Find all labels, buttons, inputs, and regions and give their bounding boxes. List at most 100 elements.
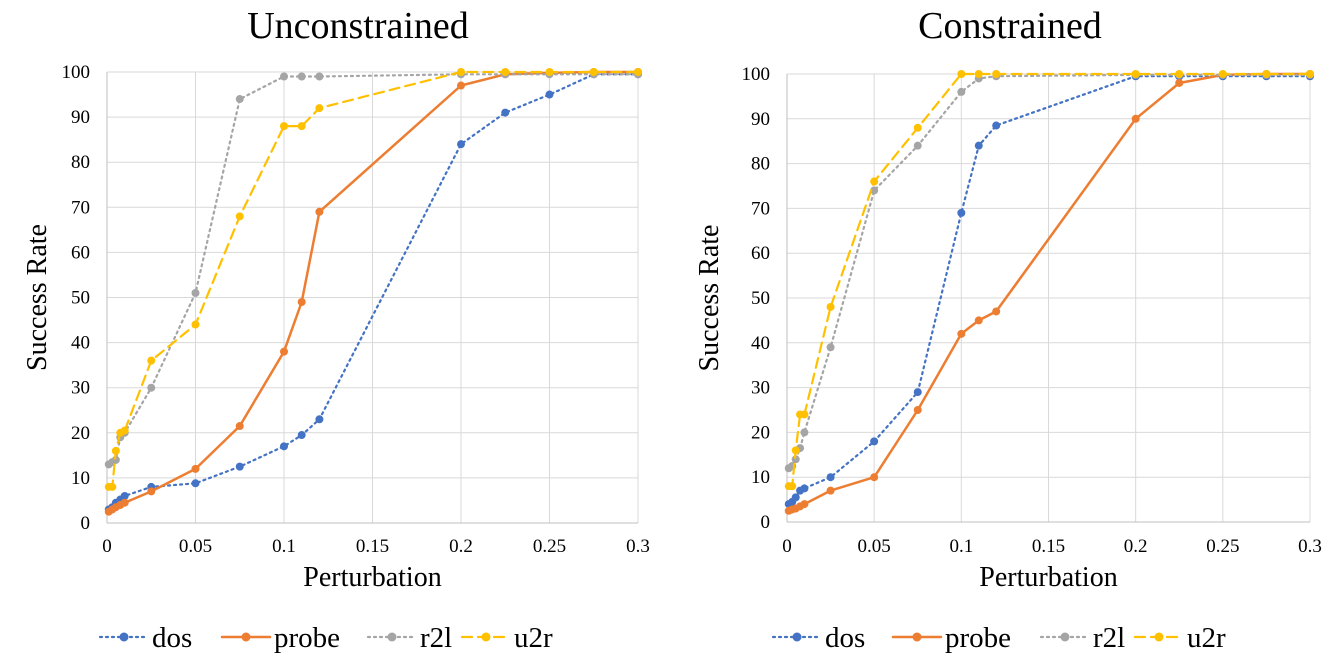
data-point-u2r [791, 446, 800, 455]
chart-2: 0 10 20 30 40 50 60 70 80 90 100 0 0.05 0.1 0.15 0.2 0.2… [694, 5, 1322, 654]
chart-title: Constrained [918, 5, 1102, 47]
series-line-r2l [787, 73, 1312, 470]
legend-label-r2l: r2l [420, 622, 452, 654]
legend-label-r2l: r2l [1093, 622, 1125, 654]
data-point-dos [992, 121, 1001, 130]
series-line-probe [107, 70, 640, 513]
x-tick-label: 0.05 [858, 536, 891, 557]
x-axis-label: Perturbation [979, 562, 1117, 593]
data-point-probe [800, 500, 809, 509]
data-point-u2r [589, 68, 598, 76]
y-tick-label: 70 [71, 197, 90, 218]
y-tick-label: 50 [751, 288, 770, 309]
series-line-dos [787, 75, 1312, 506]
data-point-r2l [791, 455, 800, 464]
data-point-r2l [870, 186, 879, 195]
legend: dos probe r2l u2r [98, 622, 553, 654]
y-axis-label: Success Rate [694, 225, 725, 372]
series-line-r2l [107, 73, 640, 466]
data-point-u2r [1175, 70, 1184, 78]
data-point-dos [457, 140, 465, 149]
data-point-u2r [1218, 70, 1227, 78]
y-tick-label: 10 [751, 467, 770, 488]
data-point-probe [974, 316, 983, 325]
data-point-dos [826, 473, 835, 482]
y-tick-label: 30 [71, 378, 90, 399]
data-point-r2l [111, 455, 120, 464]
y-tick-label: 80 [751, 154, 770, 175]
data-point-probe [957, 329, 966, 338]
y-tick-label: 30 [751, 378, 770, 399]
data-point-probe [1175, 78, 1184, 87]
data-point-u2r [545, 68, 554, 76]
data-point-u2r [826, 302, 835, 311]
data-point-r2l [280, 72, 288, 81]
data-point-u2r [457, 68, 465, 76]
series-probe [104, 68, 642, 516]
y-tick-label: 60 [71, 242, 90, 263]
data-point-u2r [235, 212, 244, 221]
series-r2l [784, 70, 1314, 473]
data-point-u2r [501, 68, 510, 76]
data-point-r2l [800, 428, 809, 437]
data-point-dos [501, 108, 510, 117]
x-tick-label: 0.25 [1206, 536, 1239, 557]
x-tick-label: 0.25 [533, 536, 566, 557]
data-point-u2r [120, 426, 129, 435]
data-point-dos [297, 431, 306, 440]
data-point-u2r [108, 482, 117, 491]
legend-marker-probe [912, 632, 922, 642]
data-point-u2r [957, 70, 966, 78]
data-point-r2l [315, 72, 324, 81]
data-point-dos [545, 90, 554, 99]
data-point-probe [147, 487, 156, 496]
data-point-u2r [297, 122, 306, 131]
y-tick-label: 0 [81, 513, 91, 534]
data-point-u2r [1262, 70, 1271, 78]
y-axis-label: Success Rate [22, 224, 53, 371]
data-point-probe [280, 347, 288, 356]
series-line-u2r [787, 72, 1312, 488]
data-point-probe [913, 406, 922, 414]
legend-label-probe: probe [274, 622, 340, 654]
data-point-u2r [634, 68, 642, 76]
data-point-u2r [1306, 70, 1314, 78]
data-point-r2l [297, 72, 306, 81]
data-point-dos [974, 141, 983, 150]
y-tick-label: 100 [742, 64, 771, 85]
y-tick-label: 40 [71, 333, 90, 354]
x-tick-label: 0.15 [1032, 536, 1065, 557]
x-tick-label: 0.2 [449, 536, 473, 557]
y-tick-label: 70 [751, 198, 770, 219]
y-tick-label: 80 [71, 152, 90, 173]
data-point-probe [315, 207, 324, 216]
data-point-dos [315, 415, 324, 424]
data-point-r2l [147, 383, 156, 392]
data-point-u2r [913, 123, 922, 132]
legend-marker-r2l [387, 632, 397, 642]
chart-title: Unconstrained [247, 5, 469, 47]
data-point-u2r [992, 70, 1001, 78]
legend-marker-dos [119, 632, 129, 642]
data-point-u2r [191, 320, 200, 329]
data-point-probe [1131, 114, 1140, 123]
y-tick-label: 60 [751, 243, 770, 264]
data-point-u2r [788, 482, 797, 491]
series-probe [784, 70, 1314, 515]
legend-marker-u2r [481, 632, 491, 642]
data-point-dos [791, 493, 800, 502]
data-point-u2r [280, 122, 288, 131]
chart-1: 0 10 20 30 40 50 60 70 80 90 100 0 0.05 0.1 0.15 0.2 0.2… [22, 5, 650, 654]
data-point-dos [913, 388, 922, 397]
data-point-dos [235, 462, 244, 471]
data-point-r2l [826, 343, 835, 352]
data-point-probe [297, 298, 306, 307]
y-tick-label: 90 [751, 109, 770, 130]
x-tick-label: 0.3 [626, 536, 650, 557]
data-point-dos [120, 491, 129, 500]
series-u2r [104, 68, 642, 491]
x-tick-label: 0 [102, 536, 112, 557]
data-point-u2r [111, 446, 120, 455]
legend-marker-probe [241, 632, 251, 642]
